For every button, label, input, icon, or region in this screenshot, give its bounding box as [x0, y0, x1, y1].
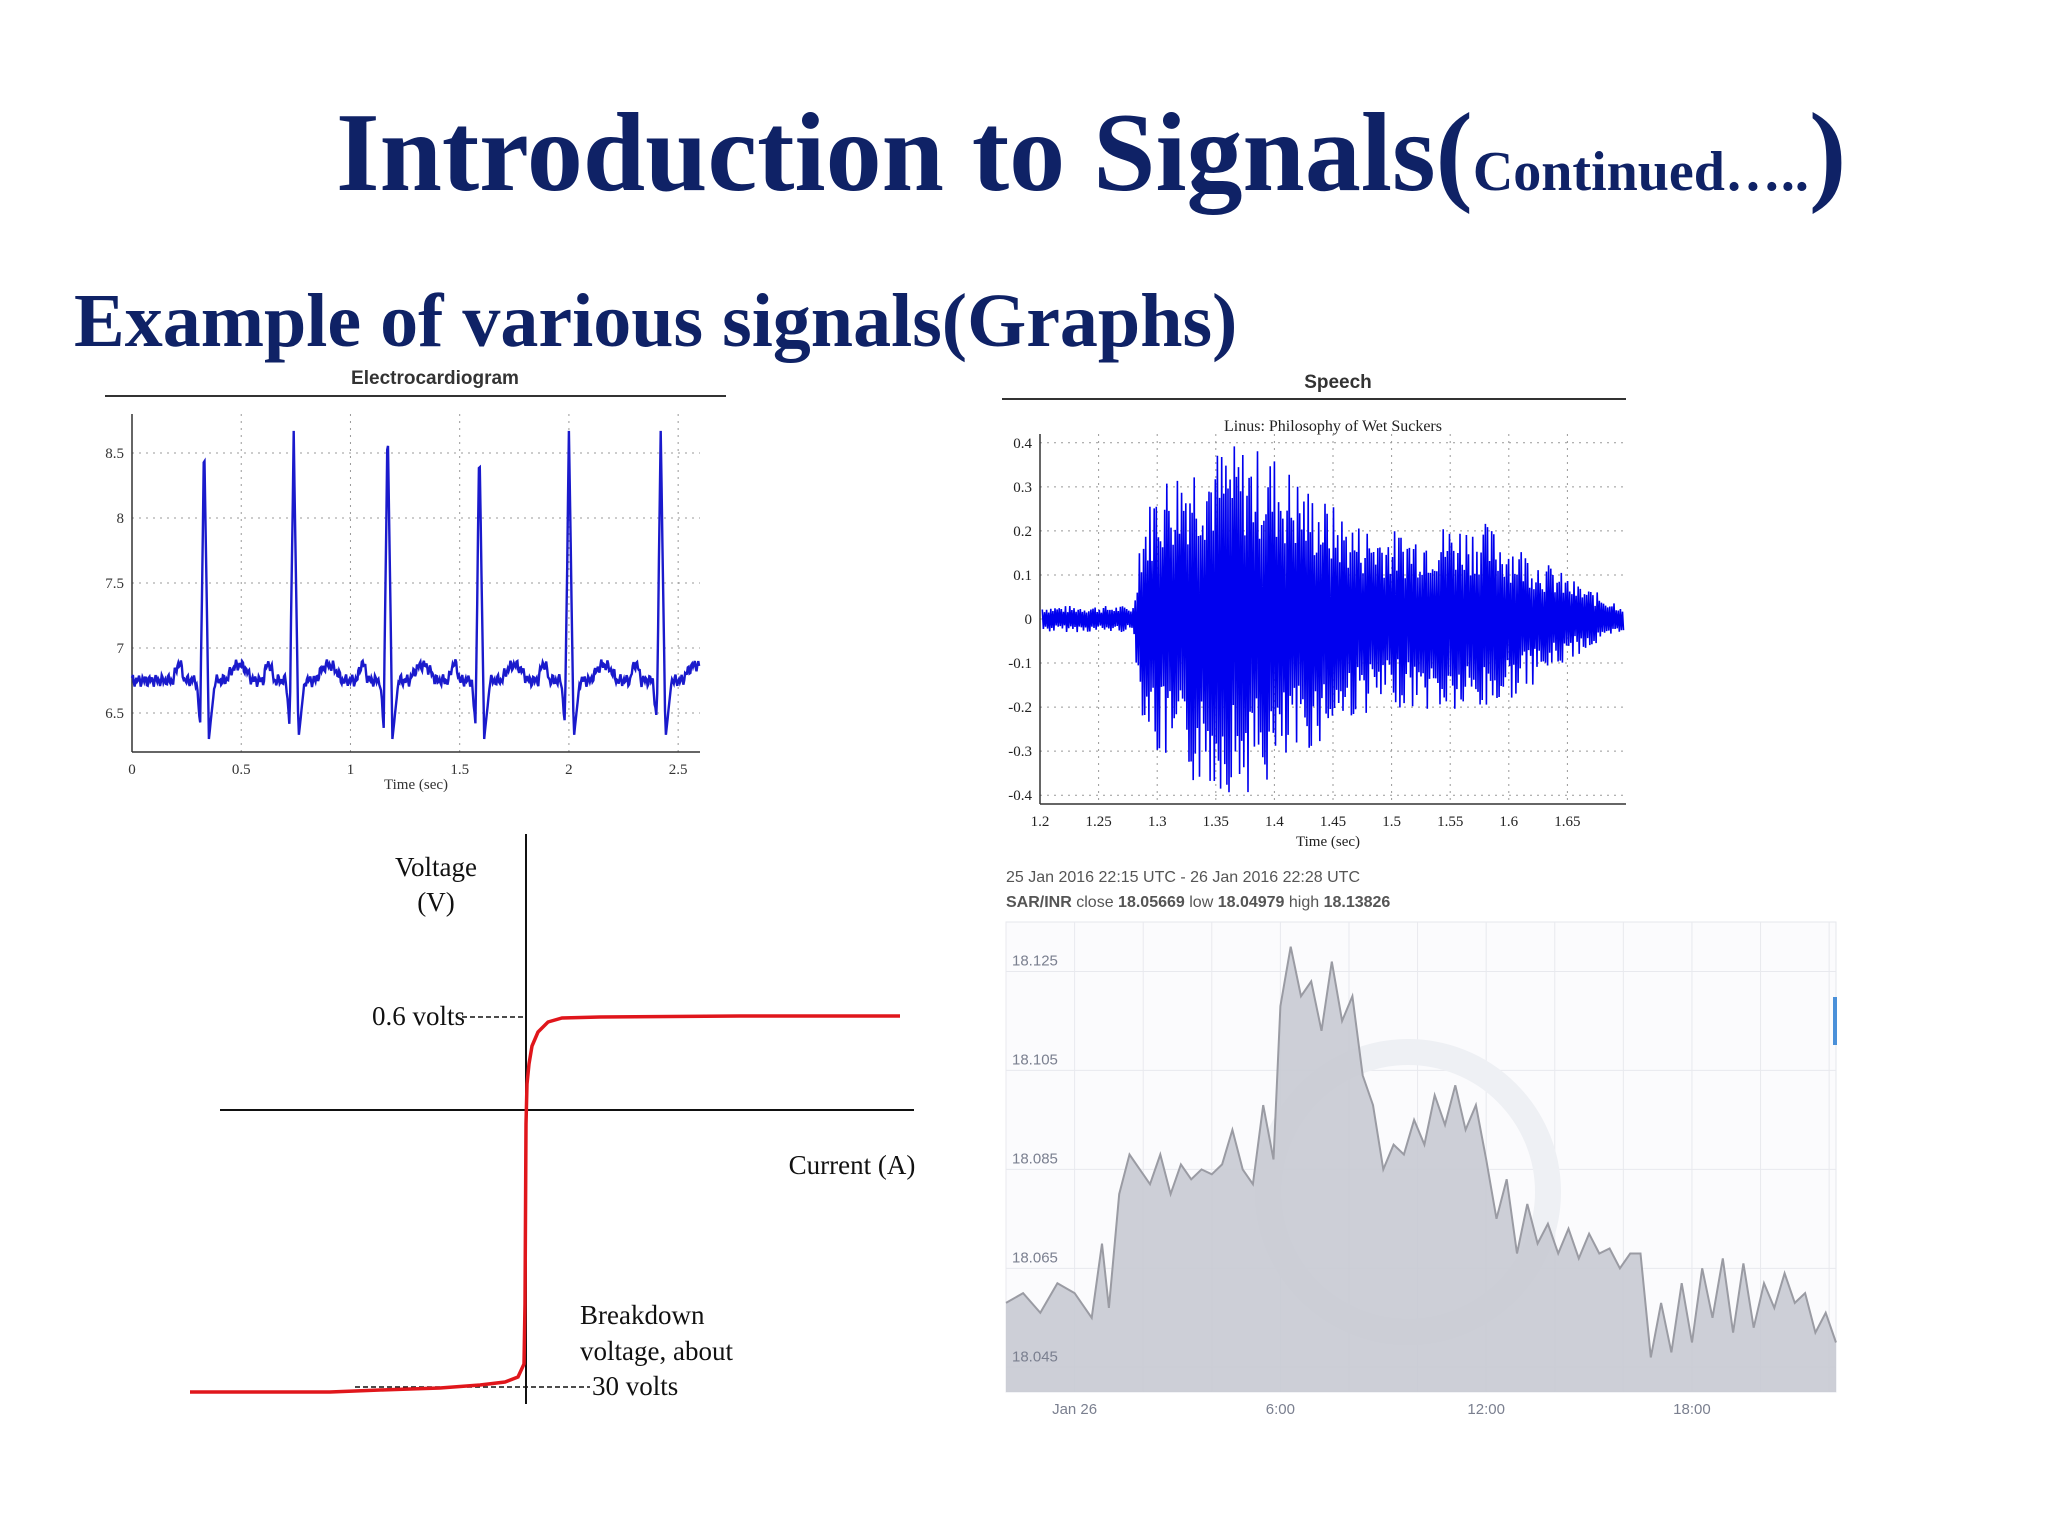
ecg-ytick-label: 8 [117, 511, 125, 527]
currency-pair: SAR/INR [1006, 894, 1072, 911]
currency-chart: 25 Jan 2016 22:15 UTC - 26 Jan 2016 22:2… [998, 862, 1846, 1422]
speech-xtick-label: 1.5 [1382, 814, 1401, 830]
diode-ylabel-line2: (V) [417, 887, 454, 917]
speech-ytick-label: -0.1 [1008, 656, 1032, 672]
speech-ytick-label: 0.1 [1013, 568, 1032, 584]
diode-svg: Voltage (V) Current (A) 0.6 volts Breakd… [190, 834, 916, 1404]
currency-high: 18.13826 [1324, 894, 1391, 911]
slide-title: Introduction to Signals(Continued…..) [0, 88, 2048, 237]
speech-svg: Speech Linus: Philosophy of Wet Suckers … [1002, 372, 1626, 850]
speech-ytick-label: 0.2 [1013, 524, 1032, 540]
currency-high-label: high [1289, 894, 1319, 911]
scroll-handle[interactable] [1833, 997, 1837, 1045]
ecg-ytick-label: 8.5 [105, 446, 124, 462]
ecg-ytick-label: 6.5 [105, 706, 124, 722]
currency-series-line [1005, 946, 1837, 1358]
currency-low-label: low [1189, 894, 1213, 911]
speech-ticks: 1.2 1.25 1.3 1.35 1.4 1.45 1.5 1.55 1.6 1.65 0.4 0.… [1008, 436, 1580, 830]
ecg-title: Electrocardiogram [351, 368, 519, 389]
ecg-xtick-label: 1 [347, 762, 355, 778]
ecg-svg: Electrocardiogram 0 0.5 1 1.5 2 2.5 6.5 7 7.5 8 8.… [105, 368, 726, 793]
currency-xtick-label: 18:00 [1673, 1401, 1711, 1418]
speech-ytick-label: 0.4 [1013, 436, 1032, 452]
currency-xtick-label: 6:00 [1266, 1401, 1295, 1418]
ecg-grid [132, 414, 700, 752]
speech-xtick-label: 1.6 [1499, 814, 1518, 830]
currency-xtick-label: 12:00 [1467, 1401, 1505, 1418]
ecg-series-line [130, 430, 701, 740]
speech-xtick-label: 1.25 [1085, 814, 1111, 830]
diode-breakdown-line1: Breakdown [580, 1300, 705, 1330]
speech-xtick-label: 1.35 [1203, 814, 1229, 830]
currency-header-quote: SAR/INR close 18.05669 low 18.04979 high… [1006, 894, 1390, 911]
currency-ytick-label: 18.045 [1012, 1348, 1058, 1365]
speech-xtick-label: 1.45 [1320, 814, 1346, 830]
currency-low: 18.04979 [1218, 894, 1285, 911]
speech-subtitle: Linus: Philosophy of Wet Suckers [1224, 418, 1442, 435]
currency-ytick-label: 18.065 [1012, 1249, 1058, 1266]
speech-ytick-label: 0 [1025, 612, 1033, 628]
speech-title: Speech [1304, 372, 1372, 393]
speech-ytick-label: -0.3 [1008, 744, 1032, 760]
currency-close: 18.05669 [1118, 894, 1185, 911]
ecg-ytick-label: 7 [117, 641, 125, 657]
diode-forward-label: 0.6 volts [372, 1001, 465, 1031]
ecg-xtick-label: 1.5 [450, 762, 469, 778]
ecg-ticks: 0 0.5 1 1.5 2 2.5 6.5 7 7.5 8 8.5 [105, 446, 687, 778]
ecg-xtick-label: 2.5 [669, 762, 688, 778]
diode-breakdown-line2: voltage, about [580, 1336, 733, 1366]
ecg-xtick-label: 2 [565, 762, 573, 778]
currency-ytick-label: 18.105 [1012, 1051, 1058, 1068]
currency-svg: 25 Jan 2016 22:15 UTC - 26 Jan 2016 22:2… [1005, 869, 1837, 1418]
diode-curve [190, 1014, 900, 1394]
diode-xlabel: Current (A) [789, 1150, 916, 1180]
title-close-paren: ) [1808, 91, 1847, 215]
title-main: Introduction to Signals( [336, 91, 1473, 215]
currency-area [1006, 946, 1836, 1392]
speech-chart: Speech Linus: Philosophy of Wet Suckers … [998, 364, 1634, 854]
diode-breakdown-line3: 30 volts [592, 1371, 678, 1401]
speech-ytick-label: -0.4 [1008, 788, 1032, 804]
diode-chart: Voltage (V) Current (A) 0.6 volts Breakd… [180, 824, 940, 1440]
speech-xtick-label: 1.2 [1031, 814, 1050, 830]
speech-xtick-label: 1.55 [1437, 814, 1463, 830]
title-continued: Continued….. [1472, 141, 1809, 203]
speech-xtick-label: 1.65 [1554, 814, 1580, 830]
currency-ytick-label: 18.125 [1012, 952, 1058, 969]
ecg-chart: Electrocardiogram 0 0.5 1 1.5 2 2.5 6.5 7 7.5 8 8.… [100, 364, 740, 800]
speech-ytick-label: 0.3 [1013, 480, 1032, 496]
speech-series-line [1041, 446, 1625, 793]
currency-ticks: 18.125 18.105 18.085 18.065 18.045 Jan 26 6:00… [1012, 952, 1711, 1418]
speech-xtick-label: 1.3 [1148, 814, 1167, 830]
currency-ytick-label: 18.085 [1012, 1150, 1058, 1167]
currency-xtick-label: Jan 26 [1052, 1401, 1097, 1418]
currency-header-range: 25 Jan 2016 22:15 UTC - 26 Jan 2016 22:2… [1006, 869, 1360, 886]
ecg-ytick-label: 7.5 [105, 576, 124, 592]
speech-xlabel: Time (sec) [1296, 834, 1360, 850]
currency-close-label: close [1076, 894, 1113, 911]
speech-xtick-label: 1.4 [1265, 814, 1284, 830]
ecg-xtick-label: 0 [128, 762, 136, 778]
speech-ytick-label: -0.2 [1008, 700, 1032, 716]
ecg-xtick-label: 0.5 [232, 762, 251, 778]
diode-ylabel-line1: Voltage [395, 852, 477, 882]
slide-subtitle: Example of various signals(Graphs) [74, 279, 1238, 363]
ecg-xlabel: Time (sec) [384, 777, 448, 793]
